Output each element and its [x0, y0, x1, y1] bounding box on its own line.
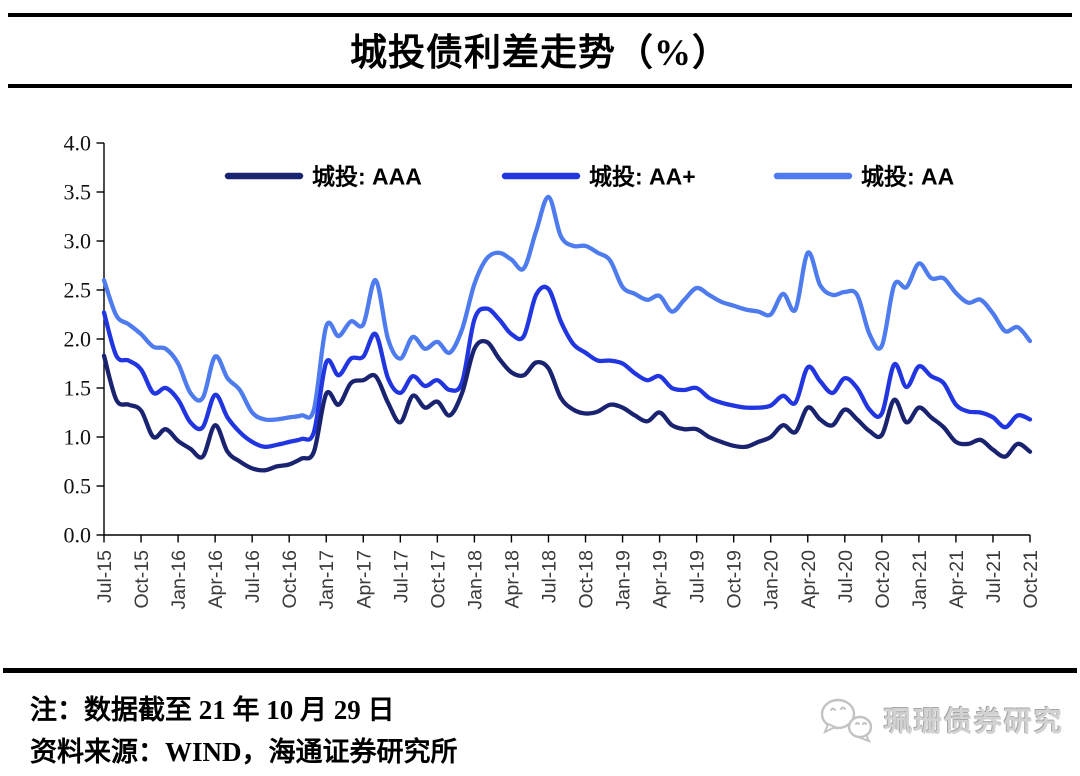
data-source-note: 资料来源：WIND，海通证券研究所	[30, 737, 458, 767]
title-rule-top	[8, 13, 1072, 17]
x-tick-label: Apr-20	[798, 550, 820, 609]
x-tick-label: Oct-18	[576, 550, 598, 609]
y-tick-label: 4.0	[64, 131, 92, 156]
y-tick-label: 3.0	[64, 229, 92, 254]
x-tick-label: Apr-16	[205, 550, 227, 609]
x-tick-label: Jan-20	[761, 550, 783, 610]
x-tick-label: Oct-16	[279, 550, 301, 609]
spread-line-chart: 0.0 0.5 1.0 1.5 2.0 2.5 3.0 3.5 4.0 Jul-15 Oct-15 J…	[64, 131, 1043, 610]
axes	[103, 143, 1030, 536]
y-tick-label: 0.0	[64, 523, 92, 548]
x-tick-label: Apr-21	[946, 550, 968, 609]
x-tick-label: Jul-20	[835, 550, 857, 603]
y-tick-label: 1.5	[64, 376, 92, 401]
x-tick-label: Oct-17	[427, 550, 449, 609]
legend-label-aa-plus: 城投: AA+	[589, 164, 696, 190]
x-tick-label: Jan-18	[464, 550, 486, 610]
legend-label-aaa: 城投: AAA	[312, 164, 422, 190]
x-tick-label: Apr-19	[650, 550, 672, 609]
x-tick-label: Jul-17	[390, 550, 412, 603]
x-tick-label: Jul-19	[687, 550, 709, 603]
series-line-aa-plus	[101, 284, 1033, 450]
legend-item-aa: 城投: AA	[773, 164, 954, 190]
y-tick-label: 3.5	[64, 180, 92, 205]
x-tick-label: Apr-18	[501, 550, 523, 609]
x-tick-label: Jul-16	[242, 550, 264, 603]
series-line-aaa	[101, 338, 1033, 473]
x-tick-label: Apr-17	[353, 550, 375, 609]
series-line-aa	[101, 194, 1033, 423]
watermark-text: 珮珊债券研究	[883, 707, 1064, 738]
wechat-icon	[820, 698, 873, 743]
data-cutoff-note: 注：数据截至 21 年 10 月 29 日	[30, 695, 395, 725]
title-rule-bottom	[8, 84, 1072, 88]
x-tick-label: Jan-17	[316, 550, 338, 610]
x-tick-label: Jul-21	[983, 550, 1005, 603]
x-tick-label: Oct-21	[1020, 550, 1042, 609]
x-tick-label: Jan-19	[613, 550, 635, 610]
chart-title: 城投债利差走势（%）	[350, 33, 730, 74]
x-tick-label: Jul-18	[538, 550, 560, 603]
y-tick-label: 1.0	[64, 425, 92, 450]
x-tick-label: Oct-15	[131, 550, 153, 609]
x-tick-label: Jul-15	[94, 550, 116, 603]
y-tick-label: 0.5	[64, 474, 92, 499]
x-tick-label: Oct-20	[872, 550, 894, 609]
watermark: 珮珊债券研究	[818, 694, 1064, 746]
x-tick-label: Oct-19	[724, 550, 746, 609]
y-tick-label: 2.5	[64, 278, 92, 303]
legend-item-aa-plus: 城投: AA+	[501, 164, 696, 190]
legend-label-aa: 城投: AA	[861, 164, 954, 190]
legend-item-aaa: 城投: AAA	[224, 164, 422, 190]
x-tick-label: Jan-21	[909, 550, 931, 610]
y-tick-label: 2.0	[64, 327, 92, 352]
footer-rule	[3, 668, 1077, 673]
x-tick-label: Jan-16	[168, 550, 190, 610]
